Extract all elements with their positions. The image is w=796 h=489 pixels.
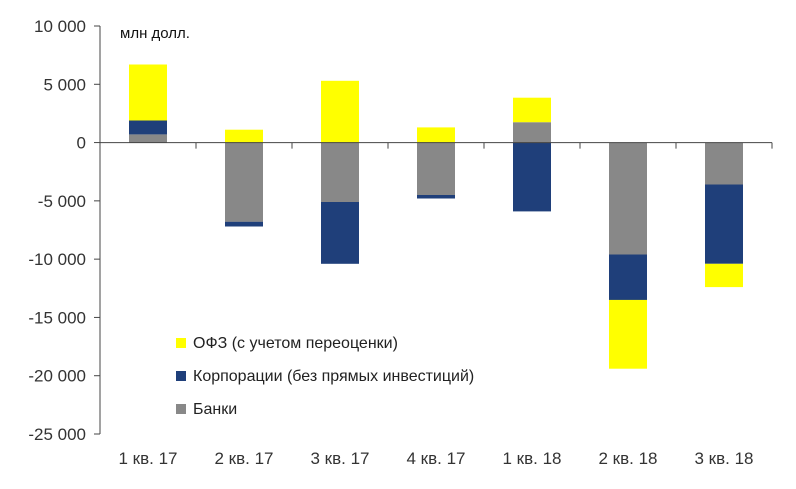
- y-tick-label: 0: [77, 134, 86, 153]
- unit-label: млн долл.: [120, 25, 190, 42]
- bar-segment-2-cat-3: [321, 202, 359, 264]
- bar-segment-1-cat-7: [705, 142, 743, 185]
- x-ticks: 1 кв. 17 2 кв. 17 3 кв. 17 4 кв. 17 1 кв. 18…: [99, 142, 773, 468]
- x-tick-label: 1 кв. 18: [502, 449, 561, 468]
- x-tick-label: 1 кв. 17: [118, 449, 177, 468]
- bar-segment-1-cat-6: [609, 142, 647, 255]
- legend-label: Банки: [193, 401, 237, 418]
- x-tick-label: 2 кв. 18: [598, 449, 657, 468]
- legend-swatch: [176, 371, 186, 381]
- x-tick-label: 4 кв. 17: [406, 449, 465, 468]
- legend-swatch: [176, 338, 186, 348]
- y-ticks: 10 000 5 000 0 -5 000 -10 000 -15 000 -20 000 -…: [28, 17, 100, 444]
- bar-segment-2-cat-6: [609, 254, 647, 300]
- bar-segment-2-cat-4: [417, 195, 455, 199]
- bar-segment-3-cat-3: [321, 80, 359, 143]
- legend-label: ОФЗ (с учетом переоценки): [193, 335, 398, 352]
- y-tick-label: -20 000: [28, 367, 86, 386]
- y-tick-label: 10 000: [34, 17, 86, 36]
- y-tick-label: -5 000: [38, 192, 86, 211]
- bar-segment-2-cat-5: [513, 142, 551, 212]
- bar-segment-3-cat-5: [513, 97, 551, 123]
- bar-segment-2-cat-1: [129, 120, 167, 135]
- x-tick-label: 3 кв. 18: [694, 449, 753, 468]
- bar-segment-3-cat-6: [609, 299, 647, 369]
- x-tick-label: 2 кв. 17: [214, 449, 273, 468]
- y-tick-label: -10 000: [28, 250, 86, 269]
- legend-swatch: [176, 404, 186, 414]
- bar-segment-3-cat-2: [225, 129, 263, 143]
- bar-segment-3-cat-1: [129, 64, 167, 121]
- legend-label: Корпорации (без прямых инвестиций): [193, 368, 474, 385]
- bar-segment-1-cat-4: [417, 142, 455, 196]
- y-tick-label: 5 000: [43, 75, 86, 94]
- bar-segment-2-cat-7: [705, 184, 743, 264]
- bar-segment-3-cat-4: [417, 127, 455, 143]
- bar-segment-2-cat-2: [225, 221, 263, 227]
- bar-segment-1-cat-3: [321, 142, 359, 203]
- bar-segment-1-cat-1: [129, 134, 167, 143]
- bars-layer: [129, 64, 743, 369]
- bar-segment-3-cat-7: [705, 263, 743, 288]
- y-tick-label: -25 000: [28, 425, 86, 444]
- legend: ОФЗ (с учетом переоценки) Корпорации (без…: [176, 335, 474, 418]
- y-tick-label: -15 000: [28, 308, 86, 327]
- x-tick-label: 3 кв. 17: [310, 449, 369, 468]
- bar-segment-1-cat-2: [225, 142, 263, 222]
- bar-segment-1-cat-5: [513, 122, 551, 143]
